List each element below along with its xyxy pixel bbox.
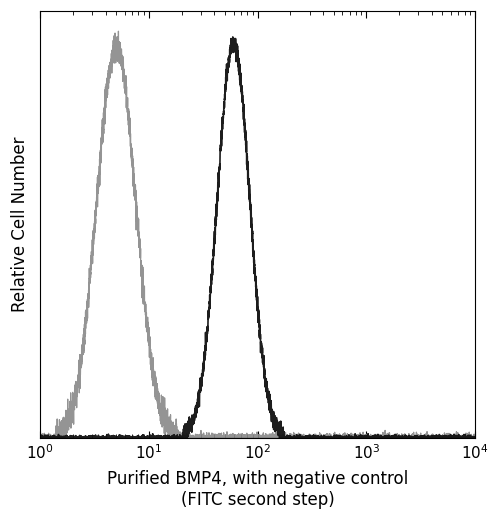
Y-axis label: Relative Cell Number: Relative Cell Number: [11, 137, 29, 313]
X-axis label: Purified BMP4, with negative control
(FITC second step): Purified BMP4, with negative control (FI…: [107, 470, 408, 509]
